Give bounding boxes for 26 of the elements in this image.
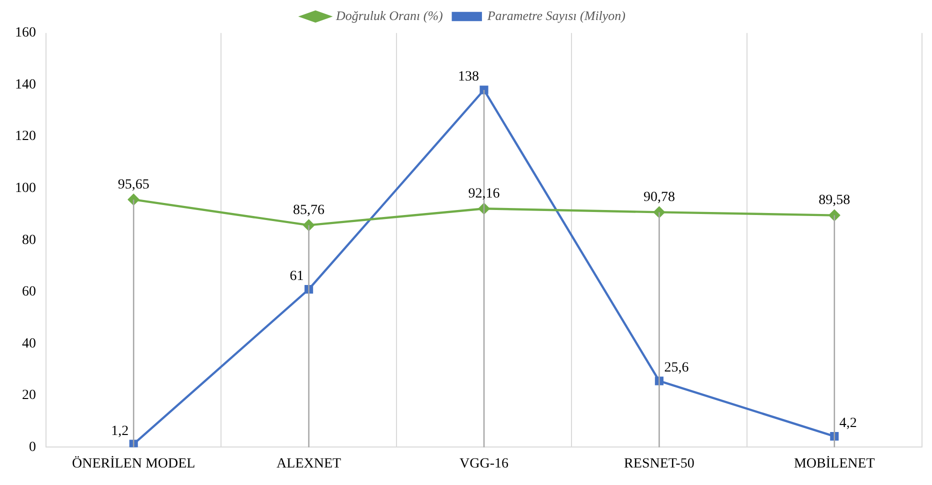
y-tick-label: 100 — [15, 180, 36, 196]
y-tick-label: 0 — [29, 440, 36, 455]
data-label: 92,16 — [468, 186, 500, 202]
x-tick-label: RESNET-50 — [624, 456, 694, 472]
data-label: 89,58 — [818, 192, 850, 208]
data-label: 85,76 — [293, 202, 325, 218]
x-tick-label: VGG-16 — [460, 456, 508, 472]
y-tick-label: 40 — [22, 336, 36, 352]
x-tick-label: MOBİLENET — [794, 455, 876, 472]
y-tick-label: 160 — [15, 26, 36, 41]
data-label: 95,65 — [118, 177, 150, 192]
y-tick-label: 60 — [22, 284, 36, 300]
data-label: 1,2 — [111, 424, 129, 439]
y-tick-label: 120 — [15, 129, 36, 144]
data-label: 4,2 — [839, 416, 857, 431]
legend-label: Doğruluk Oranı (%) — [334, 8, 443, 23]
y-tick-label: 140 — [15, 77, 36, 92]
data-label: 138 — [458, 70, 479, 85]
x-tick-label: ALEXNET — [276, 456, 342, 472]
x-tick-label: ÖNERİLEN MODEL — [72, 455, 196, 472]
data-label: 25,6 — [664, 360, 689, 376]
y-tick-label: 20 — [22, 388, 36, 404]
data-label: 90,78 — [643, 190, 675, 205]
data-label: 61 — [290, 268, 304, 284]
legend-label: Parametre Sayısı (Milyon) — [486, 8, 626, 23]
y-tick-label: 80 — [22, 232, 36, 248]
